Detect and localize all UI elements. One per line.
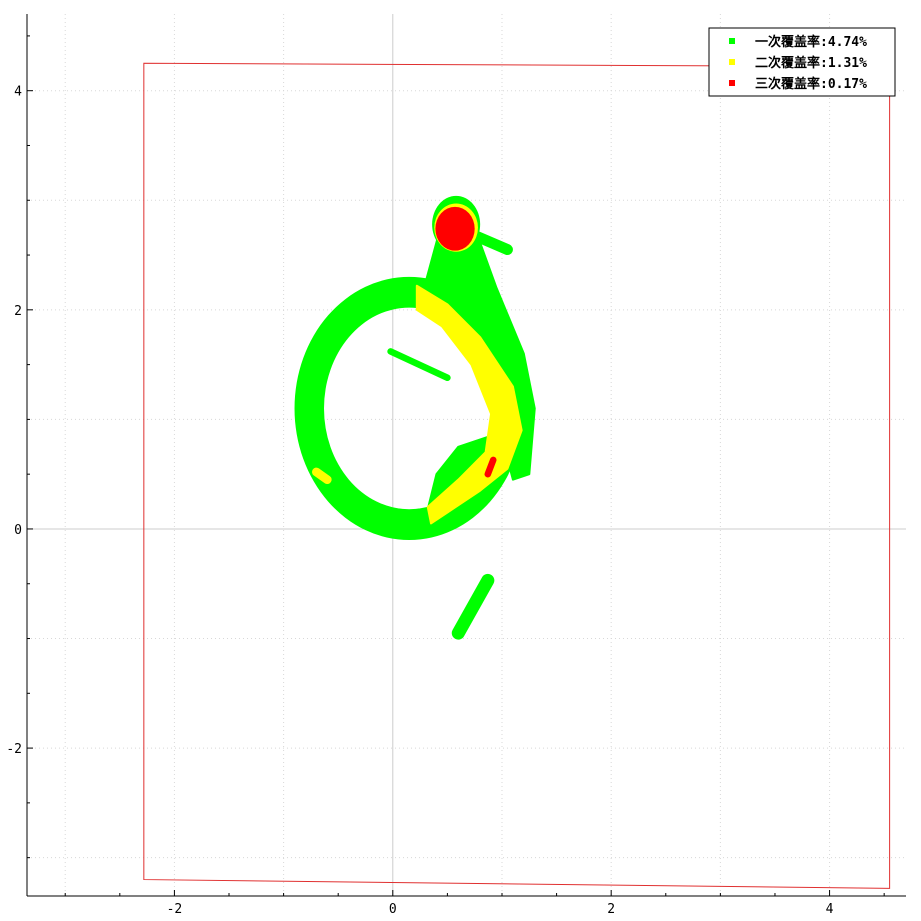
series-3 [435, 206, 497, 478]
series-3-region-2 [484, 456, 497, 478]
x-tick-label: -2 [167, 902, 183, 917]
x-tick-label: 4 [826, 902, 834, 917]
y-tick-label: 0 [14, 523, 22, 538]
legend-marker-1 [729, 38, 735, 44]
y-tick-label: 2 [14, 304, 22, 319]
legend-marker-3 [729, 80, 735, 86]
series-2-region-3 [311, 467, 332, 485]
x-tick-label: 2 [607, 902, 615, 917]
x-tick-label: 0 [389, 902, 397, 917]
series-1-region-6 [387, 348, 451, 382]
legend: 一次覆盖率:4.74% 二次覆盖率:1.31% 三次覆盖率:0.17% [708, 27, 896, 97]
legend-box [708, 27, 896, 97]
boundary-polygon [143, 62, 891, 889]
legend-label-1: 一次覆盖率:4.74% [755, 34, 867, 50]
y-tick-label: 4 [14, 85, 22, 100]
boundary-outline [143, 62, 891, 889]
series-2-region-1 [415, 284, 523, 525]
legend-marker-2 [729, 59, 735, 65]
coverage-regions [294, 195, 536, 640]
y-tick-label: -2 [6, 742, 22, 757]
legend-label-3: 三次覆盖率:0.17% [755, 76, 867, 92]
series-3-region-1 [435, 206, 475, 251]
legend-label-2: 二次覆盖率:1.31% [755, 55, 867, 71]
series-1-region-7 [451, 573, 495, 640]
axes: -2 0 2 4 -2 0 2 4 [6, 14, 906, 917]
